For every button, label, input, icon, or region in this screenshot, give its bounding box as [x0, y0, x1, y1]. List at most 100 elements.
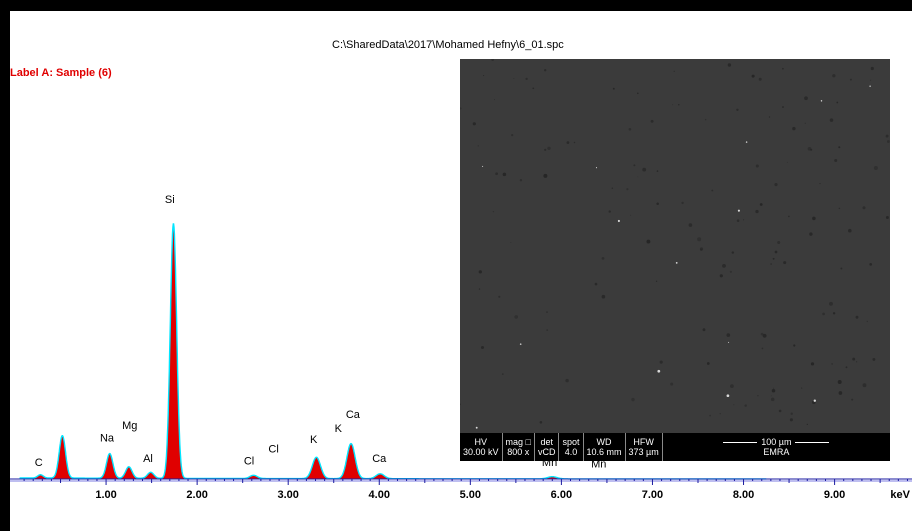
sem-pore: [774, 183, 778, 187]
sem-pore: [544, 148, 547, 151]
sem-pore: [862, 206, 866, 210]
databar-scale: 100 µm EMRA: [663, 433, 890, 461]
sem-bright-particle: [820, 100, 823, 102]
sem-pore: [594, 282, 598, 286]
sem-pore: [478, 288, 481, 290]
databar-mag-header: mag □: [505, 437, 531, 447]
sem-pore: [873, 166, 878, 170]
sem-pore: [611, 187, 614, 189]
sem-pore: [709, 414, 711, 417]
sem-pore: [759, 203, 763, 206]
sem-pore: [793, 344, 796, 347]
file-path: C:\SharedData\2017\Mohamed Hefny\6_01.sp…: [332, 39, 564, 51]
x-axis-unit-label: keV: [890, 489, 910, 501]
sem-pore: [513, 78, 515, 79]
sem-pore: [642, 167, 647, 172]
sem-pore: [510, 242, 512, 243]
sem-pore: [565, 378, 569, 383]
sem-pore: [722, 264, 726, 268]
sem-pore: [532, 87, 535, 90]
sem-bright-particle: [675, 262, 678, 264]
sem-pore: [612, 87, 615, 90]
sem-pore: [751, 74, 755, 78]
sem-pore: [608, 210, 611, 213]
sem-pore: [782, 67, 784, 70]
sem-pore: [502, 172, 507, 177]
x-tick-label: 8.00: [733, 489, 754, 501]
peak-label: K: [335, 423, 343, 435]
sem-pore: [856, 361, 858, 363]
sem-pore: [704, 118, 707, 121]
sem-pore: [770, 397, 775, 402]
peak-label: Ca: [346, 409, 361, 421]
sem-bright-particle: [657, 369, 661, 373]
sem-pore: [491, 59, 495, 61]
sem-pore: [801, 387, 803, 389]
x-tick-label: 6.00: [551, 489, 572, 501]
sem-pore: [601, 257, 605, 260]
sem-pore: [774, 250, 778, 254]
sem-pore: [773, 387, 775, 389]
scale-bar: 100 µm: [723, 437, 830, 447]
sem-pore: [719, 274, 723, 278]
sem-pore: [655, 280, 658, 282]
sem-pore: [872, 357, 876, 361]
sem-pore: [697, 237, 702, 242]
sem-pore: [637, 92, 639, 95]
peak-label: C: [35, 457, 43, 469]
sem-pore: [771, 388, 776, 393]
sem-pore: [727, 63, 732, 67]
sem-pore: [460, 403, 461, 406]
x-tick-label: 2.00: [186, 489, 207, 501]
sem-pore: [834, 159, 838, 162]
sem-pore: [790, 412, 793, 415]
sem-pore: [806, 423, 808, 426]
sem-pore: [646, 239, 651, 244]
sem-pore: [472, 122, 476, 126]
sem-pore: [772, 257, 775, 260]
sem-pore: [862, 383, 867, 388]
sem-pore: [758, 77, 762, 81]
sem-pore: [851, 398, 854, 401]
sem-pore: [711, 189, 714, 192]
sem-pore: [886, 140, 890, 143]
databar-hv-value: 30.00 kV: [463, 447, 499, 457]
peak-label: Mg: [122, 420, 137, 432]
eds-spectrum-chart: 1.00 2.00 3.00 4.00 5.00 6.00 7.00 8.00 9.00 keV C…: [10, 194, 912, 501]
sem-bright-particle: [728, 341, 730, 343]
sem-pore: [539, 421, 543, 424]
databar-hfw-header: HFW: [633, 437, 654, 447]
databar-wd: WD 10.6 mm: [584, 433, 626, 461]
sem-pore: [483, 75, 485, 77]
lab-name: EMRA: [763, 447, 790, 457]
sem-pore: [755, 164, 759, 168]
sem-pore: [480, 345, 485, 350]
sem-pore: [804, 96, 808, 101]
peak-label: Si: [165, 194, 175, 206]
sem-pore: [501, 373, 504, 375]
sem-pore: [770, 395, 772, 397]
spectrum-window: 1.00 2.00 3.00 4.00 5.00 6.00 7.00 8.00 9.00 keV C…: [10, 11, 912, 531]
sem-pore: [670, 382, 674, 386]
sem-pore: [688, 223, 693, 227]
sem-pore: [848, 228, 852, 233]
databar-hfw: HFW 373 µm: [626, 433, 663, 461]
sem-pore: [601, 294, 606, 299]
sem-pore: [866, 320, 868, 323]
sem-pore: [650, 119, 654, 123]
databar-wd-value: 10.6 mm: [586, 447, 622, 457]
sem-pore: [719, 412, 721, 415]
sem-pore: [789, 418, 793, 422]
sem-pore: [778, 409, 782, 413]
sem-pore: [755, 209, 759, 214]
sem-pore: [492, 210, 495, 213]
x-tick-label: 4.00: [369, 489, 390, 501]
sem-pore: [870, 79, 872, 81]
databar-det-header: det: [540, 437, 553, 447]
sem-pore: [885, 216, 889, 219]
sem-bright-particle: [737, 209, 740, 212]
sem-pore: [783, 261, 787, 265]
sem-pore: [777, 241, 781, 244]
sem-pore: [729, 270, 732, 273]
databar-mag-value: 800 x: [507, 447, 530, 457]
